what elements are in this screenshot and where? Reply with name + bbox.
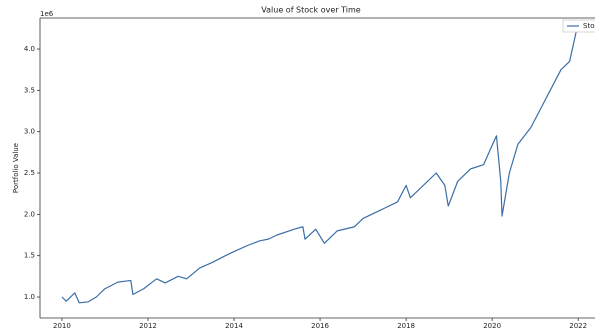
x-tick-label: 2022 (569, 322, 587, 328)
y-tick-label: 3.0 (24, 128, 35, 136)
y-tick-label: 2.0 (24, 210, 35, 218)
y-tick-label: 2.5 (24, 169, 35, 177)
x-tick-label: 2010 (53, 322, 71, 328)
x-tick-label: 2020 (483, 322, 501, 328)
x-tick-label: 2016 (311, 322, 329, 328)
y-tick-label: 4.0 (24, 45, 35, 53)
y-tick-label: 1.5 (24, 252, 35, 260)
chart-title: Value of Stock over Time (261, 6, 360, 15)
y-tick-label: 1.0 (24, 293, 35, 301)
x-tick-label: 2014 (225, 322, 243, 328)
x-tick-label: 2012 (139, 322, 157, 328)
y-offset-label: 1e6 (40, 10, 54, 18)
x-tick-label: 2018 (397, 322, 415, 328)
data-line (61, 25, 579, 304)
legend-label: Stock (583, 22, 595, 30)
y-axis-label: Portfolio Value (12, 143, 20, 193)
y-tick-label: 3.5 (24, 86, 35, 94)
